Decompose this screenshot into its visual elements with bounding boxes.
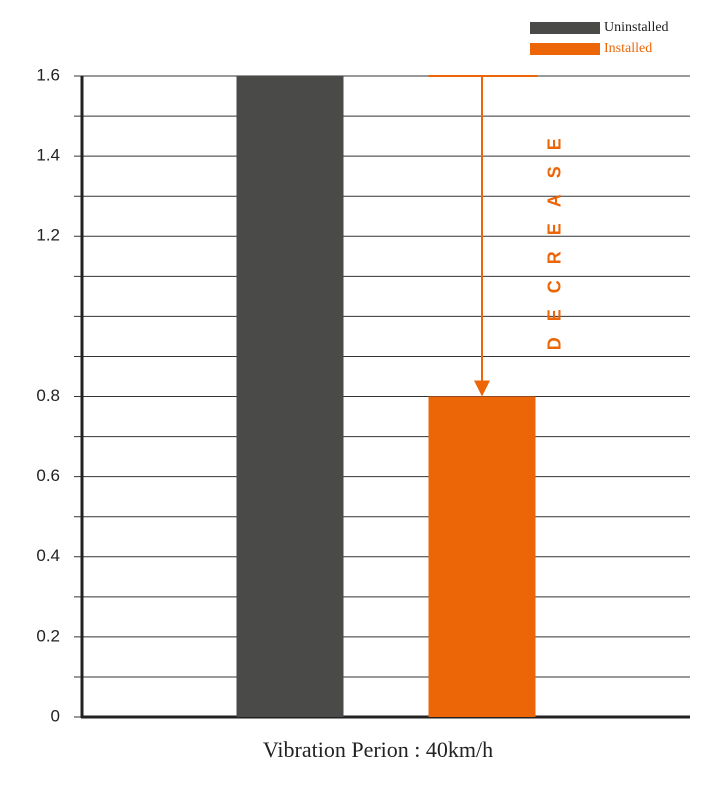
legend-swatch	[530, 22, 600, 34]
y-tick-label: 1.6	[36, 65, 60, 84]
y-tick-label: 0	[51, 706, 60, 725]
bar	[236, 76, 344, 717]
y-tick-label: 0.4	[36, 546, 60, 565]
legend-label: Uninstalled	[604, 20, 669, 35]
legend-swatch	[530, 43, 600, 55]
annotation: DECREASE	[544, 122, 564, 350]
y-tick-label: 0.2	[36, 626, 60, 645]
arrow-head	[474, 380, 490, 397]
y-tick-label: 0.6	[36, 466, 60, 485]
y-tick-label: 1.4	[36, 146, 60, 165]
legend-label: Installed	[604, 41, 652, 56]
bar	[428, 396, 536, 717]
x-axis-label: Vibration Perion : 40km/h	[263, 737, 493, 762]
y-tick-label: 1.2	[36, 226, 60, 245]
y-tick-label: 0.8	[36, 386, 60, 405]
